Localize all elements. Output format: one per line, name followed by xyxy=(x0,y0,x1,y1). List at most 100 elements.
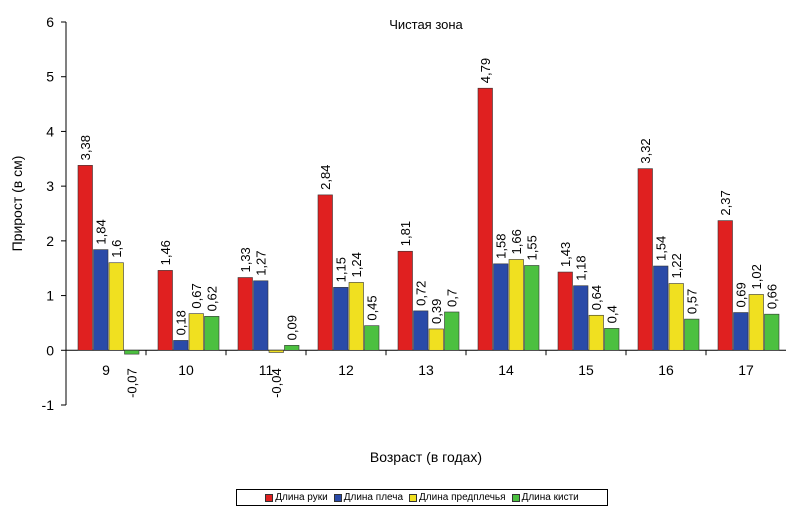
x-tick-label: 17 xyxy=(738,362,754,378)
data-label: 2,84 xyxy=(318,165,333,190)
bar-1 xyxy=(397,250,413,351)
legend-item-forearm-length: Длина предплечья xyxy=(409,492,506,503)
bar-2 xyxy=(333,287,349,351)
data-label: 3,38 xyxy=(78,135,93,160)
data-label: 0,18 xyxy=(173,310,188,335)
data-label: 1,66 xyxy=(509,229,524,254)
bar-2 xyxy=(173,340,189,351)
data-label: 4,79 xyxy=(478,58,493,83)
data-label: 1,43 xyxy=(558,242,573,267)
bar-1 xyxy=(557,271,573,351)
chart-legend: Длина руки Длина плеча Длина предплечья … xyxy=(236,489,608,506)
legend-label: Длина руки xyxy=(275,492,328,503)
legend-swatch xyxy=(511,493,520,502)
x-tick-label: 10 xyxy=(178,362,194,378)
data-label: 1,15 xyxy=(333,257,348,282)
data-label: 0,72 xyxy=(413,281,428,306)
x-tick-label: 15 xyxy=(578,362,594,378)
legend-label: Длина плеча xyxy=(343,492,404,503)
bar-3 xyxy=(188,313,204,351)
data-label: -0,04 xyxy=(269,368,284,398)
bar-3 xyxy=(508,259,524,351)
legend-swatch xyxy=(265,493,274,502)
bar-3 xyxy=(668,283,684,351)
data-label: 0,67 xyxy=(189,283,204,308)
bar-2 xyxy=(253,280,269,351)
legend-swatch xyxy=(333,493,342,502)
data-label: 1,27 xyxy=(253,250,268,275)
bar-4 xyxy=(284,345,300,351)
bar-3 xyxy=(108,262,124,351)
data-label: 1,6 xyxy=(109,240,124,258)
bar-2 xyxy=(413,310,429,351)
x-tick-label: 9 xyxy=(102,362,110,378)
data-label: 1,54 xyxy=(653,236,668,261)
bar-4 xyxy=(444,311,460,351)
data-label: 0,09 xyxy=(284,315,299,340)
data-label: 0,7 xyxy=(444,289,459,307)
x-tick-label: 12 xyxy=(338,362,354,378)
data-label: 1,55 xyxy=(524,235,539,260)
legend-item-hand-length: Длина кисти xyxy=(511,492,579,503)
bar-2 xyxy=(573,285,589,351)
bar-1 xyxy=(317,194,333,351)
data-label: 1,18 xyxy=(573,255,588,280)
x-tick-label: 14 xyxy=(498,362,514,378)
bar-3 xyxy=(588,314,604,351)
y-tick-label: 4 xyxy=(46,123,54,139)
bar-3 xyxy=(428,328,444,351)
bar-4 xyxy=(364,325,380,351)
bar-4 xyxy=(604,328,620,351)
legend-label: Длина кисти xyxy=(521,492,579,503)
bar-2 xyxy=(653,265,669,351)
bar-1 xyxy=(237,277,253,351)
bar-1 xyxy=(637,168,653,351)
data-label: 1,58 xyxy=(493,234,508,259)
data-label: 1,84 xyxy=(93,219,108,244)
bar-2 xyxy=(93,249,109,351)
legend-swatch xyxy=(409,493,418,502)
bar-1 xyxy=(477,87,493,351)
data-label: 1,33 xyxy=(238,247,253,272)
bar-4 xyxy=(764,313,780,351)
data-label: 0,66 xyxy=(764,284,779,309)
bar-4 xyxy=(524,265,540,351)
data-label: -0,07 xyxy=(124,368,139,398)
x-axis-label: Возраст (в годах) xyxy=(370,449,482,465)
x-tick-label: 16 xyxy=(658,362,674,378)
data-label: 2,37 xyxy=(718,190,733,215)
bar-2 xyxy=(493,263,509,351)
legend-label: Длина предплечья xyxy=(419,492,506,503)
legend-item-arm-length: Длина руки xyxy=(265,492,328,503)
y-tick-label: 1 xyxy=(46,288,54,304)
x-tick-label: 11 xyxy=(259,362,274,378)
y-tick-label: 2 xyxy=(46,233,54,249)
bar-4 xyxy=(684,318,700,351)
data-label: 1,81 xyxy=(398,221,413,246)
data-label: 0,45 xyxy=(364,295,379,320)
bar-1 xyxy=(77,165,93,351)
y-tick-label: 6 xyxy=(46,14,54,30)
chart-title: Чистая зона xyxy=(389,17,463,32)
data-label: 0,62 xyxy=(204,286,219,311)
bar-4 xyxy=(124,349,140,355)
y-axis-label: Прирост (в см) xyxy=(9,156,25,252)
y-tick-label: 0 xyxy=(46,342,54,358)
data-label: 3,32 xyxy=(638,138,653,163)
data-label: 0,39 xyxy=(429,299,444,324)
bar-4 xyxy=(204,316,220,351)
data-label: 1,24 xyxy=(349,252,364,277)
y-tick-label: 5 xyxy=(46,69,54,85)
data-label: 1,02 xyxy=(749,264,764,289)
legend-item-shoulder-length: Длина плеча xyxy=(333,492,404,503)
bar-2 xyxy=(733,312,749,351)
bar-1 xyxy=(717,220,733,351)
x-tick-label: 13 xyxy=(418,362,434,378)
bar-3 xyxy=(268,349,284,353)
data-label: 0,4 xyxy=(604,305,619,323)
y-tick-label: -1 xyxy=(42,397,55,413)
data-label: 0,64 xyxy=(589,285,604,310)
bar-3 xyxy=(748,294,764,351)
y-tick-label: 3 xyxy=(46,178,54,194)
